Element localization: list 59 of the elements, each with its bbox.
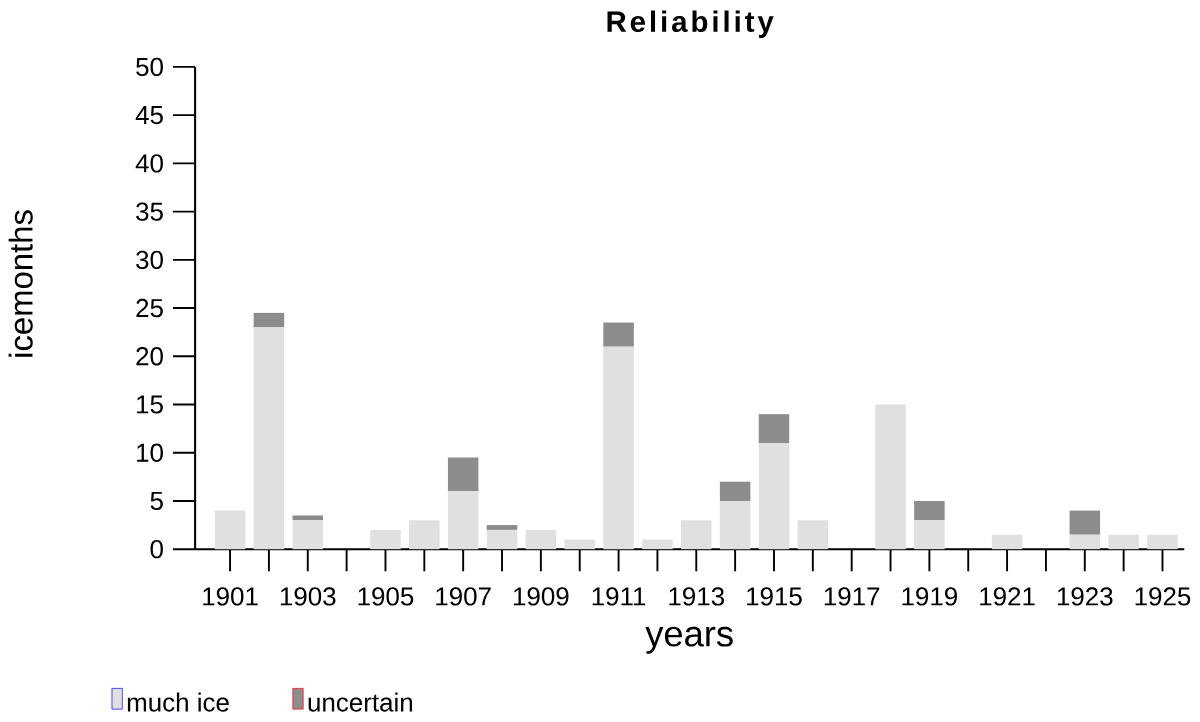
x-tick-label: 1917 bbox=[824, 587, 880, 606]
bar bbox=[447, 457, 479, 492]
bar bbox=[758, 414, 790, 443]
bar bbox=[564, 539, 595, 550]
bar bbox=[797, 520, 829, 550]
x-tick-label: 1907 bbox=[436, 587, 491, 606]
bar bbox=[253, 327, 285, 550]
bar bbox=[758, 443, 790, 550]
bar bbox=[991, 534, 1023, 550]
y-tick-label: 35 bbox=[136, 202, 163, 221]
bar bbox=[875, 404, 906, 550]
bar bbox=[1069, 510, 1101, 535]
y-tick-label: 40 bbox=[135, 154, 163, 173]
x-axis-title: years bbox=[645, 626, 733, 654]
x-tick-label: 1905 bbox=[358, 587, 414, 606]
bar bbox=[253, 312, 285, 328]
bar bbox=[409, 520, 440, 550]
bar bbox=[292, 520, 324, 550]
bar bbox=[914, 500, 945, 521]
bar bbox=[447, 491, 479, 550]
x-tick-label: 1909 bbox=[513, 587, 569, 606]
x-tick-label: 1913 bbox=[669, 587, 724, 606]
y-axis-title: icemonths bbox=[8, 210, 33, 357]
bar bbox=[603, 346, 634, 550]
bar bbox=[370, 529, 401, 550]
x-tick-label: 1921 bbox=[980, 587, 1035, 606]
x-tick-label: 1915 bbox=[747, 587, 802, 606]
y-tick-label: 25 bbox=[136, 298, 163, 318]
legend-label: much ice bbox=[127, 692, 229, 712]
bar bbox=[1147, 534, 1178, 550]
x-tick-label: 1911 bbox=[592, 587, 646, 606]
bar bbox=[1069, 534, 1101, 550]
x-tick-label: 1923 bbox=[1057, 587, 1113, 606]
x-tick-label: 1925 bbox=[1135, 587, 1191, 606]
y-tick-label: 50 bbox=[136, 57, 163, 76]
bar bbox=[642, 539, 673, 550]
bar bbox=[719, 481, 751, 501]
y-tick-label: 20 bbox=[136, 347, 163, 366]
bar bbox=[525, 529, 557, 550]
legend-label: uncertain bbox=[308, 692, 413, 712]
x-tick-label: 1903 bbox=[280, 587, 336, 606]
y-tick-label: 0 bbox=[150, 539, 163, 559]
bar bbox=[214, 510, 246, 550]
y-tick-label: 15 bbox=[137, 395, 163, 414]
x-tick-label: 1919 bbox=[902, 587, 957, 606]
chart-title: Reliability bbox=[607, 10, 774, 38]
bar bbox=[914, 520, 945, 550]
bar bbox=[486, 529, 518, 550]
bar bbox=[292, 515, 324, 521]
bar bbox=[719, 500, 751, 550]
y-tick-label: 45 bbox=[135, 106, 163, 125]
bar bbox=[1108, 534, 1139, 550]
bar bbox=[486, 524, 518, 530]
x-tick-label: 1901 bbox=[203, 587, 258, 606]
y-tick-label: 5 bbox=[150, 491, 163, 510]
y-tick-label: 30 bbox=[136, 250, 163, 269]
y-tick-label: 10 bbox=[137, 443, 163, 462]
bar bbox=[681, 520, 712, 550]
bar bbox=[603, 322, 634, 347]
